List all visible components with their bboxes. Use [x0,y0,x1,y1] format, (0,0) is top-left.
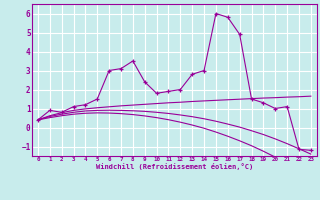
X-axis label: Windchill (Refroidissement éolien,°C): Windchill (Refroidissement éolien,°C) [96,163,253,170]
